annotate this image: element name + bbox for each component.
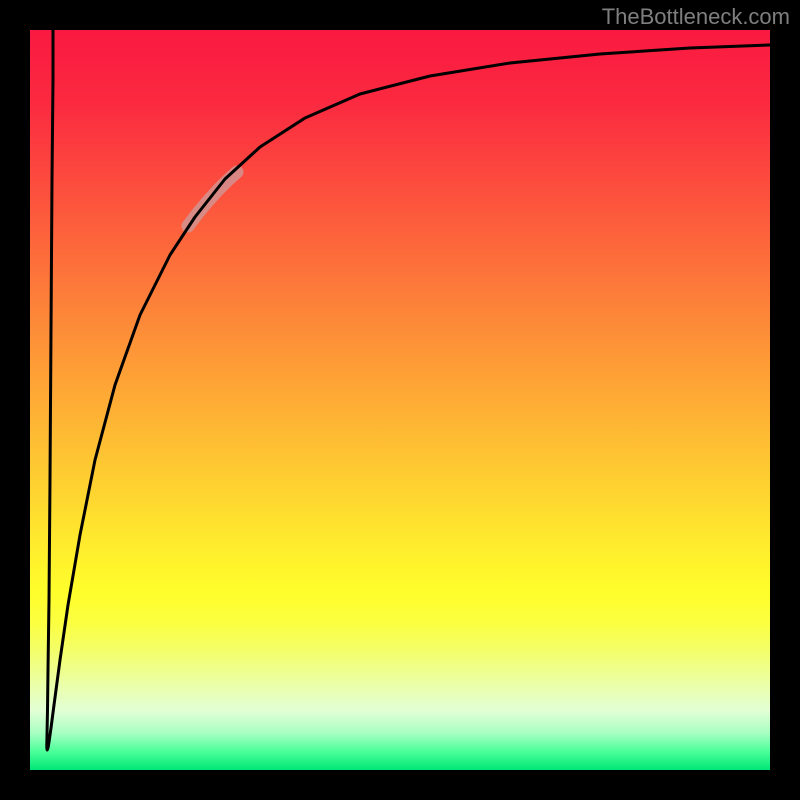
curve-layer	[30, 30, 770, 770]
plot-area	[30, 30, 770, 770]
bottleneck-curve	[47, 30, 770, 750]
chart-frame: TheBottleneck.com	[0, 0, 800, 800]
watermark-text: TheBottleneck.com	[602, 4, 790, 30]
